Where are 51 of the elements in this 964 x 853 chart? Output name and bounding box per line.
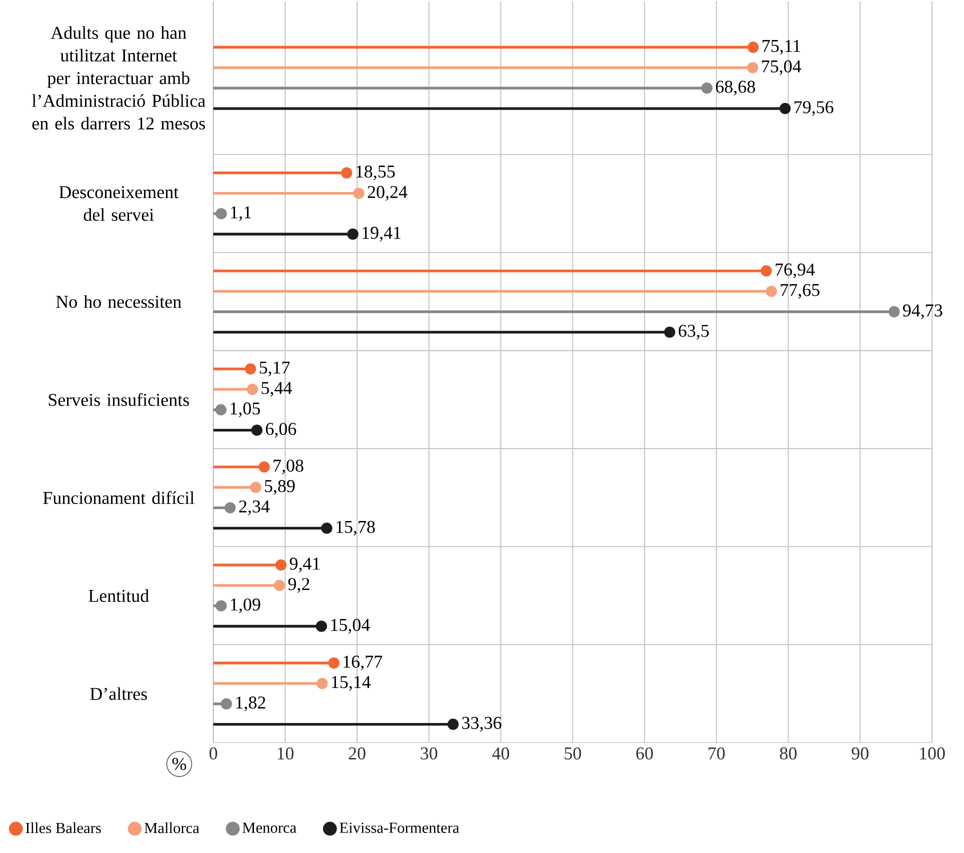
x-tick-label: 100 — [920, 747, 945, 760]
data-label: 33,36 — [462, 716, 502, 732]
legend-label: Eivissa-Formentera — [340, 822, 460, 833]
data-label: 1,1 — [231, 206, 251, 221]
data-label: 77,65 — [780, 284, 820, 298]
x-tick-label: 40 — [492, 747, 510, 760]
data-label: 9,2 — [288, 578, 310, 593]
data-label: 94,73 — [902, 304, 942, 319]
y-tick-label: Adults que no han utilitzat Internet per interactuar amb l’Administració Pública en els darrers 12 mesos — [32, 26, 206, 130]
data-label: 1,09 — [231, 598, 260, 614]
data-label: 75,04 — [762, 60, 802, 75]
data-label: 9,41 — [290, 557, 320, 572]
data-label: 75,11 — [762, 40, 800, 54]
legend-label: Mallorca — [144, 822, 200, 834]
data-label: 5,44 — [262, 382, 292, 396]
data-label: 16,77 — [344, 656, 382, 670]
x-tick-label: 0 — [210, 747, 218, 760]
x-tick-label: 70 — [708, 747, 725, 760]
x-tick-label: 80 — [780, 747, 797, 760]
data-label: 18,55 — [356, 165, 395, 180]
y-tick-label: No ho necessiten — [56, 295, 182, 308]
data-label: 1,82 — [236, 696, 266, 712]
y-tick-label: D’altres — [90, 687, 147, 700]
y-tick-label: Lentitud — [88, 589, 149, 602]
data-label: 6,06 — [266, 422, 296, 438]
data-label: 63,5 — [678, 324, 709, 340]
data-label: 15,04 — [331, 618, 370, 634]
data-label: 79,56 — [794, 101, 834, 116]
data-label: 5,17 — [260, 361, 290, 376]
data-label: 1,05 — [230, 402, 260, 417]
y-tick-label: Serveis insuficients — [48, 392, 189, 406]
y-tick-label: Desconeixement del servei — [59, 186, 179, 221]
y-tick-label: Funcionament difícil — [43, 491, 194, 504]
x-tick-label: 60 — [636, 747, 653, 760]
data-label: 76,94 — [776, 263, 815, 278]
x-tick-label: 30 — [420, 747, 438, 760]
x-axis-title: % — [172, 758, 186, 770]
x-tick-label: 90 — [852, 747, 868, 760]
data-label: 7,08 — [274, 459, 304, 474]
x-tick-label: 10 — [278, 747, 294, 760]
legend-label: Menorca — [242, 822, 296, 833]
legend-label: Illes Balears — [26, 822, 101, 834]
data-label: 15,14 — [332, 676, 371, 691]
x-tick-label: 50 — [564, 747, 581, 760]
data-label: 68,68 — [716, 80, 756, 96]
data-label: 19,41 — [362, 226, 401, 242]
data-label: 2,34 — [239, 500, 270, 515]
data-label: 20,24 — [368, 186, 408, 200]
data-label: 15,78 — [336, 520, 375, 536]
data-label: 5,89 — [264, 480, 295, 495]
x-tick-label: 20 — [348, 747, 366, 760]
